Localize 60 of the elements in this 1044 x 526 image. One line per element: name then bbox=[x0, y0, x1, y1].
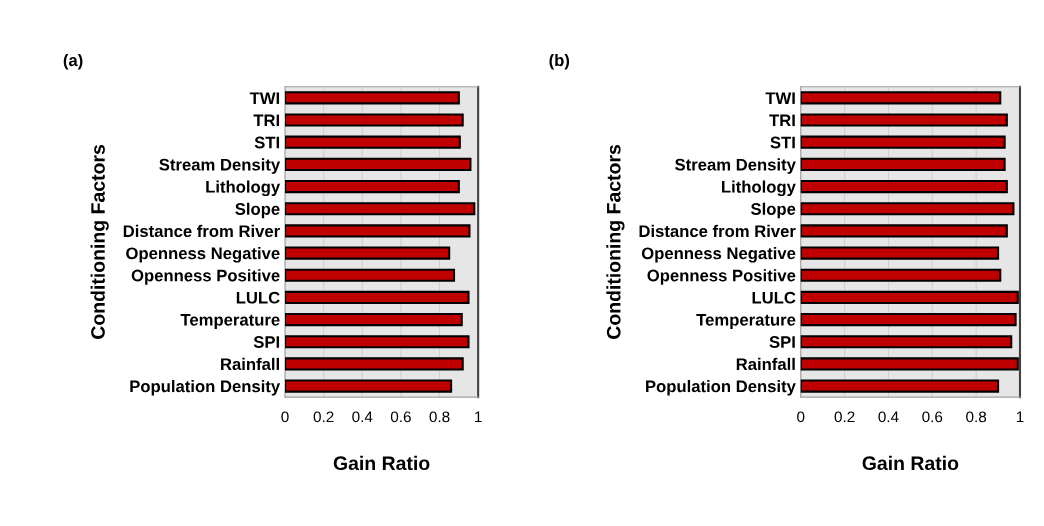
bar bbox=[285, 113, 464, 127]
y-tick-label: Stream Density bbox=[159, 158, 281, 174]
text: (b) bbox=[549, 53, 570, 70]
bar bbox=[285, 246, 451, 260]
y-tick-label: Openness Positive bbox=[131, 269, 280, 285]
bar bbox=[285, 379, 453, 393]
x-tick-label: 1 bbox=[475, 411, 482, 423]
y-tick-label: SPI bbox=[769, 336, 795, 348]
x-tick-label: 0 bbox=[797, 411, 805, 423]
bar bbox=[285, 335, 470, 349]
x-tick-label: 0.4 bbox=[352, 411, 373, 423]
x-tick-label: 0.2 bbox=[834, 411, 855, 423]
y-tick-label: TRI bbox=[769, 114, 795, 127]
y-tick-label: Distance from River bbox=[639, 224, 796, 238]
y-tick-label: SPI bbox=[253, 336, 280, 348]
y-tick-label: Temperature bbox=[180, 314, 280, 330]
y-tick-label: STI bbox=[770, 136, 795, 149]
x-axis-title: Gain Ratio bbox=[862, 455, 959, 471]
bar bbox=[285, 179, 460, 194]
bar bbox=[285, 290, 470, 304]
y-tick-label: Stream Density bbox=[675, 158, 796, 174]
y-tick-label: Rainfall bbox=[736, 357, 795, 371]
bar bbox=[285, 135, 461, 149]
y-tick-label: STI bbox=[254, 136, 280, 149]
x-tick-label: 0.6 bbox=[922, 411, 943, 423]
x-axis-title: Gain Ratio bbox=[333, 455, 430, 471]
text: (a) bbox=[63, 53, 83, 70]
bar bbox=[285, 224, 471, 238]
y-axis-title: Conditioning Factors bbox=[606, 145, 625, 339]
y-tick-label: Lithology bbox=[722, 180, 796, 197]
x-tick-label: 0.4 bbox=[878, 411, 899, 423]
y-tick-label: Rainfall bbox=[221, 357, 279, 371]
y-tick-label: Slope bbox=[235, 202, 280, 219]
x-tick-label: 0.2 bbox=[313, 411, 334, 423]
bar bbox=[285, 157, 472, 171]
y-axis-title: Conditioning Factors bbox=[90, 145, 109, 339]
y-tick-label: Openness Negative bbox=[126, 247, 280, 263]
y-tick-label: Openness Negative bbox=[641, 247, 796, 263]
y-tick-label: Slope bbox=[750, 202, 796, 219]
y-tick-label: LULC bbox=[236, 291, 280, 304]
x-tick-label: 0.6 bbox=[390, 411, 411, 423]
y-tick-label: LULC bbox=[752, 291, 796, 304]
x-tick-label: 0.8 bbox=[966, 411, 987, 423]
y-tick-label: TWI bbox=[249, 92, 280, 104]
y-tick-label: TRI bbox=[253, 114, 280, 127]
bar bbox=[285, 91, 460, 105]
x-tick-label: 1 bbox=[1016, 411, 1024, 423]
y-tick-label: Population Density bbox=[130, 380, 281, 396]
x-tick-label: 0.8 bbox=[429, 411, 450, 423]
bar bbox=[285, 357, 464, 371]
y-tick-label: Distance from River bbox=[123, 224, 280, 238]
y-tick-label: Temperature bbox=[696, 314, 796, 330]
y-tick-label: Lithology bbox=[206, 180, 281, 197]
y-tick-label: Openness Positive bbox=[647, 269, 796, 285]
bar bbox=[285, 268, 456, 282]
x-tick-label: 0 bbox=[281, 411, 289, 423]
bar bbox=[285, 202, 476, 216]
bar bbox=[285, 312, 463, 327]
y-tick-label: TWI bbox=[765, 92, 795, 104]
y-tick-label: Population Density bbox=[646, 380, 796, 396]
